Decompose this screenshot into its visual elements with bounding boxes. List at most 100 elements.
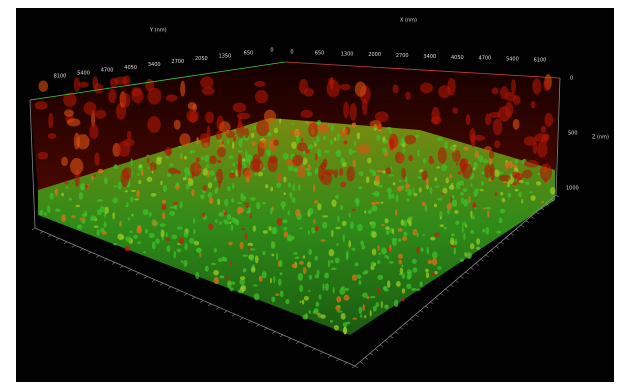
speckle	[478, 155, 484, 162]
speckle	[372, 170, 375, 176]
wall-blob	[84, 102, 97, 115]
wall-blob	[290, 130, 303, 136]
speckle	[349, 148, 354, 155]
speckle	[336, 150, 342, 158]
wall-blob	[147, 116, 160, 133]
speckle	[323, 136, 326, 140]
speckle	[169, 163, 174, 167]
speckle	[444, 146, 449, 148]
speckle	[47, 205, 51, 213]
speckle	[255, 255, 259, 263]
speckle	[217, 198, 220, 205]
speckle	[454, 247, 457, 254]
speckle	[314, 200, 318, 204]
y-tick-label: 2050	[195, 56, 208, 62]
speckle	[334, 325, 339, 331]
speckle	[474, 188, 479, 191]
speckle	[463, 188, 468, 192]
y-tick-label: 1350	[219, 53, 232, 59]
speckle	[231, 170, 234, 173]
speckle	[147, 177, 153, 182]
wall-blob	[544, 113, 553, 127]
wall-blob	[205, 112, 214, 124]
wall-blob	[297, 165, 306, 178]
speckle	[437, 266, 441, 269]
speckle	[196, 137, 198, 144]
speckle	[218, 212, 224, 217]
wall-blob	[350, 103, 357, 121]
speckle	[104, 177, 108, 184]
speckle	[355, 262, 359, 266]
speckle	[407, 198, 409, 202]
wall-blob	[148, 88, 162, 105]
speckle	[77, 224, 82, 229]
wall-blob	[525, 160, 539, 168]
wall-blob	[543, 134, 549, 141]
speckle	[223, 257, 227, 261]
speckle	[241, 195, 247, 201]
speckle	[125, 236, 131, 241]
speckle	[385, 218, 389, 223]
speckle	[378, 185, 383, 188]
speckle	[348, 240, 351, 248]
speckle	[287, 234, 293, 241]
speckle	[474, 194, 477, 197]
wall-blob	[37, 152, 48, 159]
speckle	[291, 122, 294, 125]
x-tick-label: 2700	[396, 53, 409, 59]
speckle	[362, 272, 366, 275]
speckle	[463, 199, 468, 207]
speckle	[515, 189, 519, 192]
speckle	[374, 263, 376, 267]
speckle	[61, 214, 66, 222]
speckle	[377, 260, 380, 264]
speckle	[262, 271, 267, 278]
speckle	[461, 197, 464, 203]
speckle	[97, 229, 100, 236]
y-tick-label: 0	[270, 48, 273, 54]
speckle	[90, 215, 95, 220]
speckle	[341, 313, 346, 320]
speckle	[314, 226, 318, 232]
speckle	[316, 136, 320, 143]
wall-blob	[513, 119, 520, 130]
speckle	[180, 153, 183, 158]
speckle	[495, 192, 498, 195]
x-tick-label: 0	[290, 50, 293, 56]
speckle	[407, 272, 412, 279]
speckle	[550, 187, 555, 195]
speckle	[114, 164, 118, 169]
speckle	[470, 243, 474, 249]
speckle	[279, 260, 282, 267]
speckle	[376, 135, 380, 141]
speckle	[313, 219, 315, 224]
speckle	[125, 246, 131, 251]
speckle	[238, 290, 242, 294]
speckle	[452, 199, 457, 207]
speckle	[406, 284, 411, 289]
wall-blob	[522, 170, 532, 179]
speckle	[151, 193, 157, 197]
wall-blob	[485, 113, 491, 125]
speckle	[502, 198, 506, 203]
speckle	[268, 226, 271, 231]
speckle	[162, 204, 167, 211]
speckle	[100, 228, 104, 232]
speckle	[227, 281, 231, 289]
speckle	[432, 258, 437, 266]
speckle	[353, 150, 356, 152]
speckle	[358, 280, 361, 285]
speckle	[246, 205, 249, 208]
speckle	[128, 217, 130, 220]
speckle	[503, 181, 507, 183]
speckle	[223, 210, 225, 213]
speckle	[232, 162, 235, 166]
speckle	[466, 252, 472, 258]
speckle	[302, 299, 304, 304]
speckle	[218, 258, 223, 262]
speckle	[391, 194, 395, 199]
speckle	[203, 168, 208, 176]
speckle	[302, 158, 307, 165]
speckle	[456, 163, 458, 166]
speckle	[298, 184, 300, 190]
